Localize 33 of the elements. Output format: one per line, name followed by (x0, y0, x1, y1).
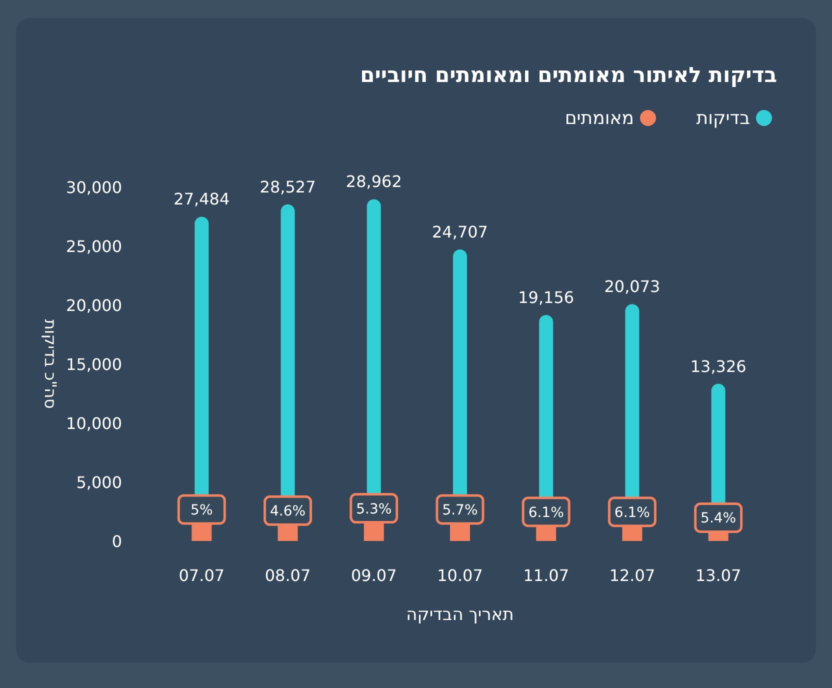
x-tick-label: 11.07 (523, 566, 570, 585)
y-tick-label: 25,000 (66, 237, 122, 256)
x-tick-label: 07.07 (178, 566, 225, 585)
y-tick-label: 30,000 (66, 178, 122, 197)
x-tick-label: 10.07 (437, 566, 483, 585)
legend-label: בדיקות (696, 108, 750, 129)
annotation: 6.1% (528, 504, 564, 521)
y-tick-label: 10,000 (66, 414, 122, 433)
x-tick-label: 12.07 (609, 566, 656, 585)
annotation: 4.6% (270, 504, 306, 520)
x-axis-title: תאריך הבדיקה (406, 605, 514, 625)
annotation: 5.4% (700, 510, 736, 527)
data-label: 28,962 (346, 172, 402, 192)
data-label: 28,527 (260, 177, 316, 196)
y-tick-label: 20,000 (66, 296, 122, 315)
x-tick-label: 09.07 (350, 566, 397, 585)
legend-label: מאומתים (564, 108, 634, 129)
x-tick-label: 08.07 (264, 566, 311, 585)
annotation: 6.1% (614, 504, 650, 521)
annotation: 5% (190, 502, 213, 518)
data-label: 20,073 (604, 277, 660, 296)
y-tick-label: 5,000 (76, 473, 122, 492)
y-axis-title: סה"כ בדיקות (41, 319, 60, 409)
x-tick-label: 13.07 (695, 566, 742, 585)
data-label: 19,156 (518, 288, 574, 307)
chart-title: בדיקות לאיתור מאומתים ומאומתים חיוביים (360, 63, 777, 88)
annotation: 5.3% (356, 501, 392, 518)
data-label: 13,326 (690, 356, 746, 376)
data-label: 24,707 (432, 222, 488, 242)
annotation: 5.7% (442, 502, 478, 518)
y-tick-label: 15,000 (66, 355, 122, 374)
y-tick-label: 0 (112, 532, 122, 551)
data-label: 27,484 (174, 190, 230, 209)
